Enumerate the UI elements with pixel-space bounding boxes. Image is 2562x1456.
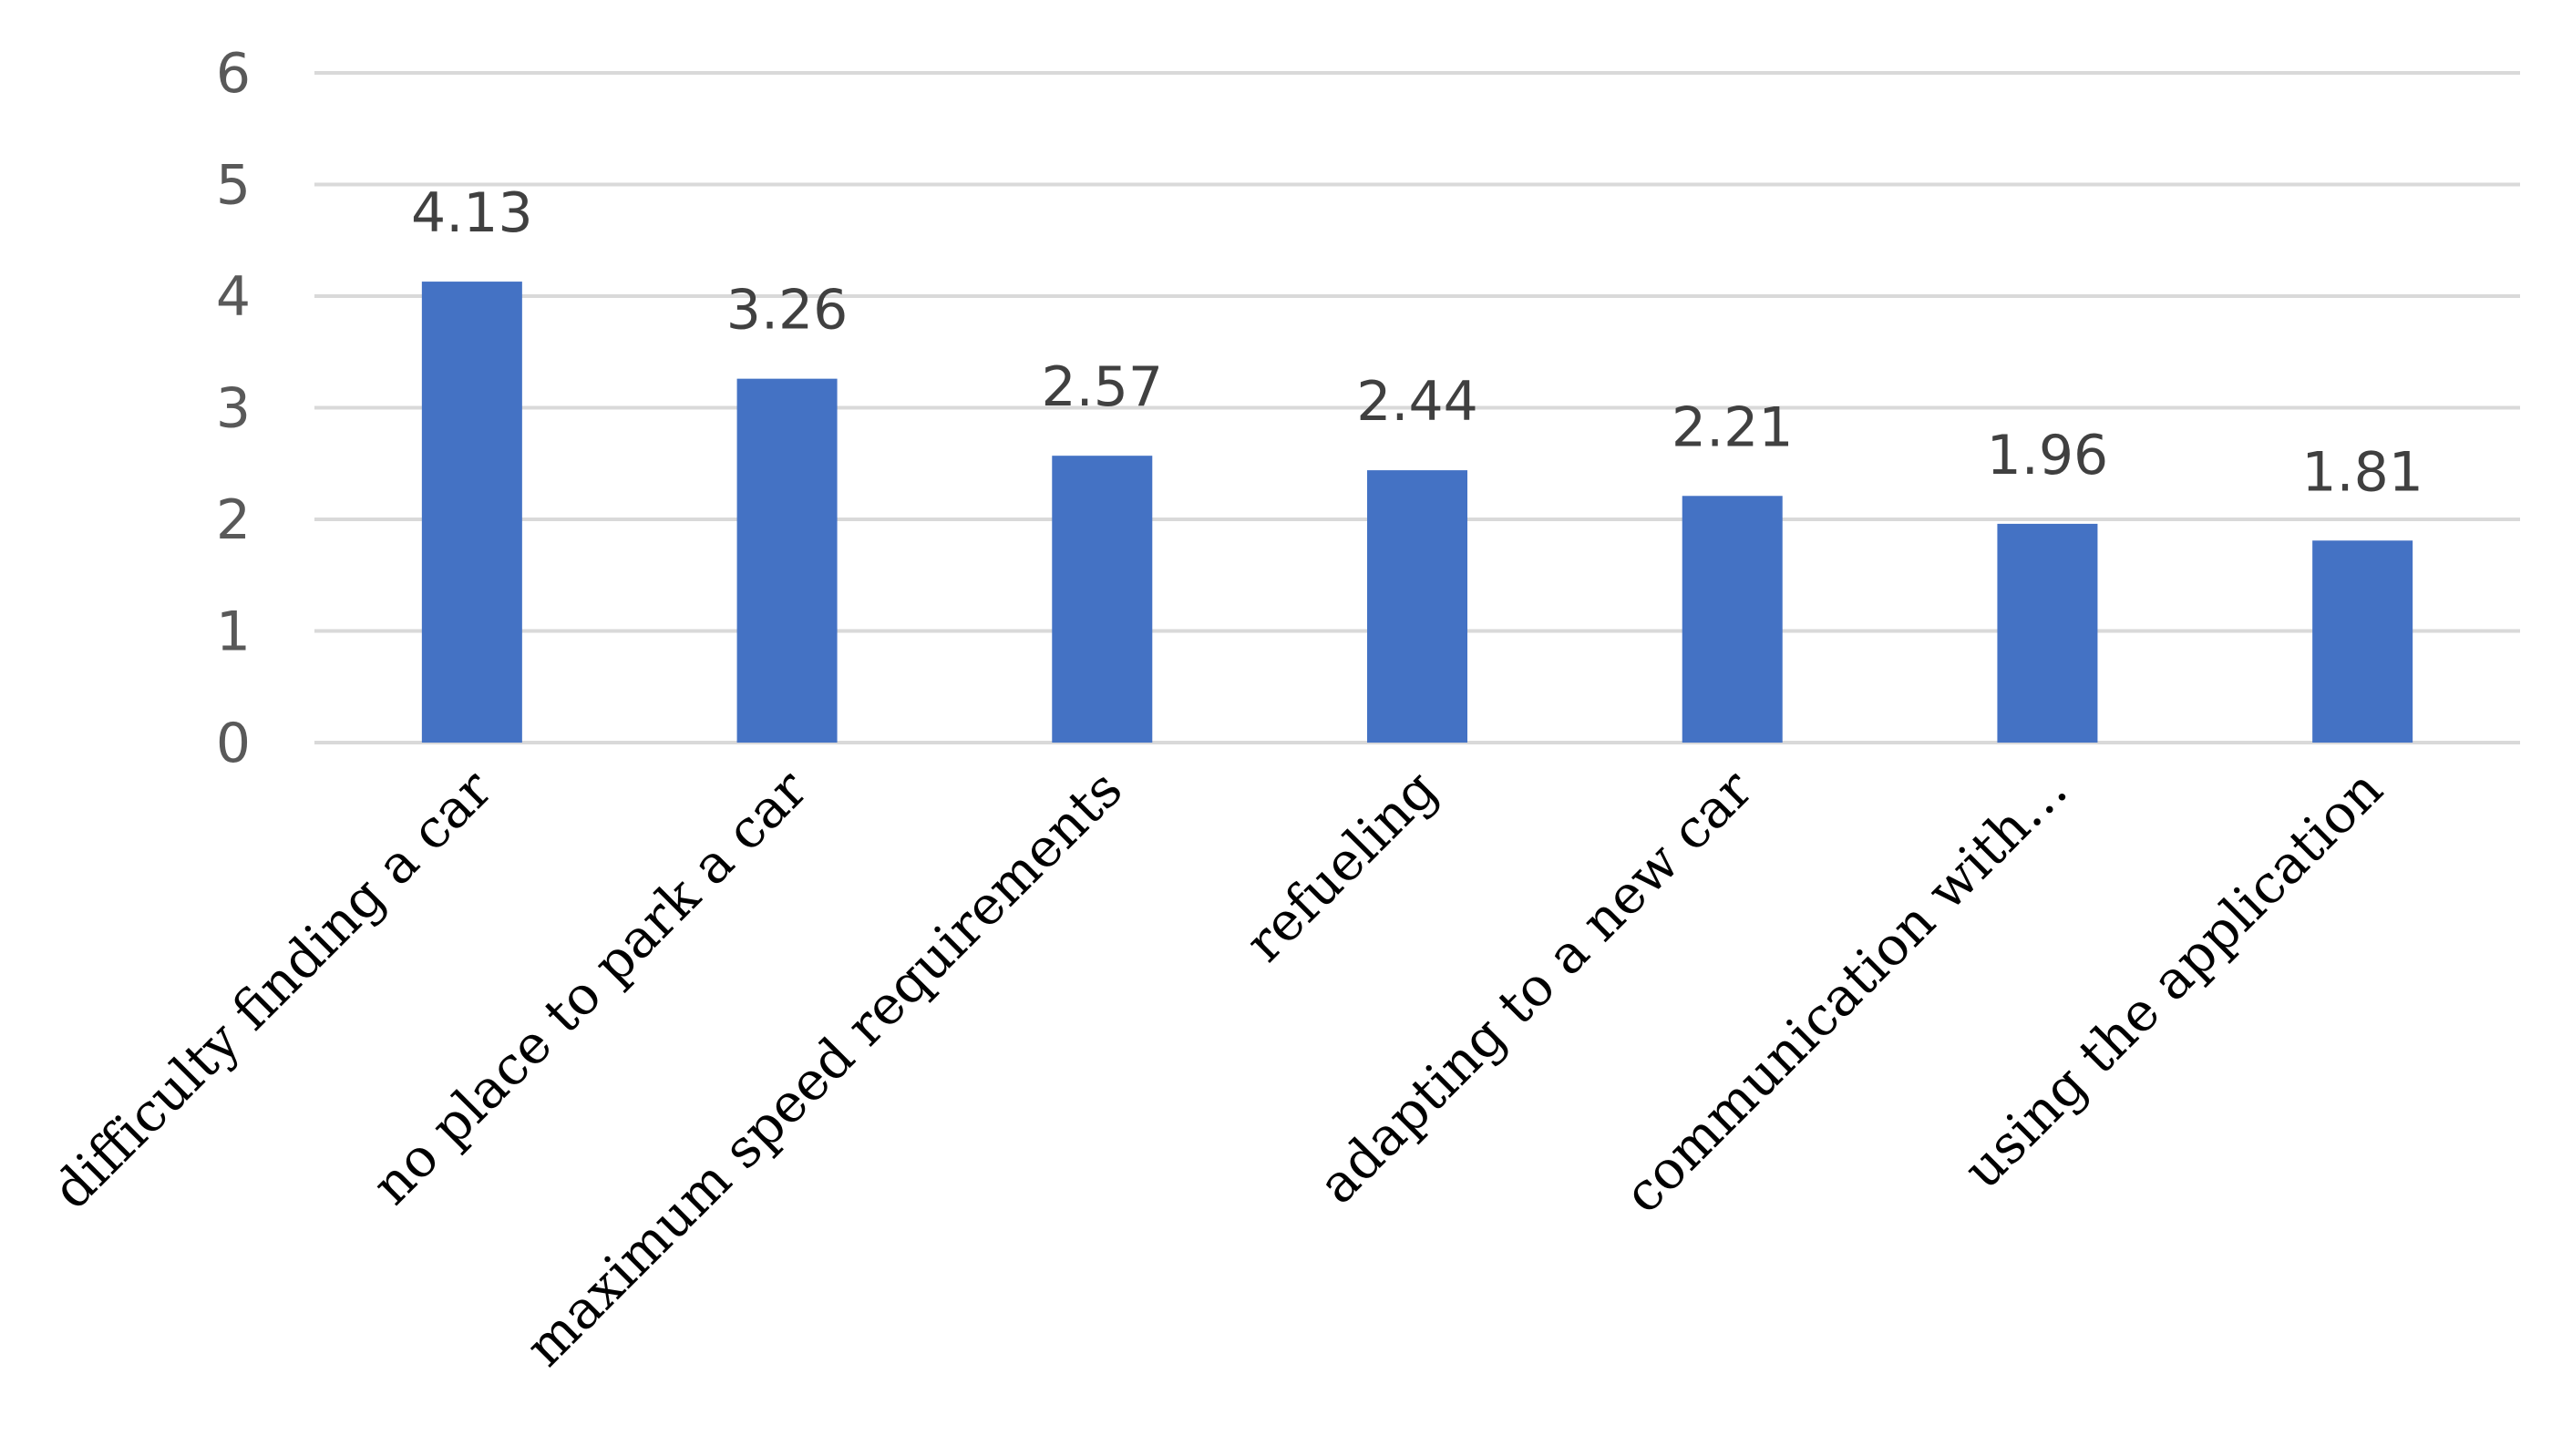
y-tick-label: 3 xyxy=(216,377,251,441)
data-label: 2.44 xyxy=(1356,370,1478,434)
bar xyxy=(421,282,522,743)
bars xyxy=(421,282,2413,743)
bar xyxy=(1682,496,1783,743)
bar xyxy=(1997,523,2098,743)
x-tick-label: refueling xyxy=(1233,758,1449,974)
data-label: 2.21 xyxy=(1672,395,1794,459)
y-tick-label: 5 xyxy=(216,154,251,218)
bar xyxy=(2312,540,2413,743)
data-label: 3.26 xyxy=(726,279,849,343)
data-label: 2.57 xyxy=(1041,355,1163,419)
y-tick-label: 2 xyxy=(216,488,251,552)
y-axis-ticks: 0 1 2 3 4 5 6 xyxy=(216,42,251,775)
bar xyxy=(1367,470,1467,743)
bar xyxy=(1052,456,1153,743)
data-label: 1.96 xyxy=(1987,424,2109,487)
data-label: 4.13 xyxy=(411,181,533,245)
bar xyxy=(736,378,838,743)
y-tick-label: 6 xyxy=(216,42,251,106)
x-tick-label: maximum speed requirements xyxy=(514,758,1135,1379)
y-tick-label: 4 xyxy=(216,265,251,329)
data-label: 1.81 xyxy=(2301,440,2423,504)
y-tick-label: 0 xyxy=(216,712,251,775)
y-tick-label: 1 xyxy=(216,600,251,664)
data-labels: 4.13 3.26 2.57 2.44 2.21 1.96 1.81 xyxy=(411,181,2423,504)
